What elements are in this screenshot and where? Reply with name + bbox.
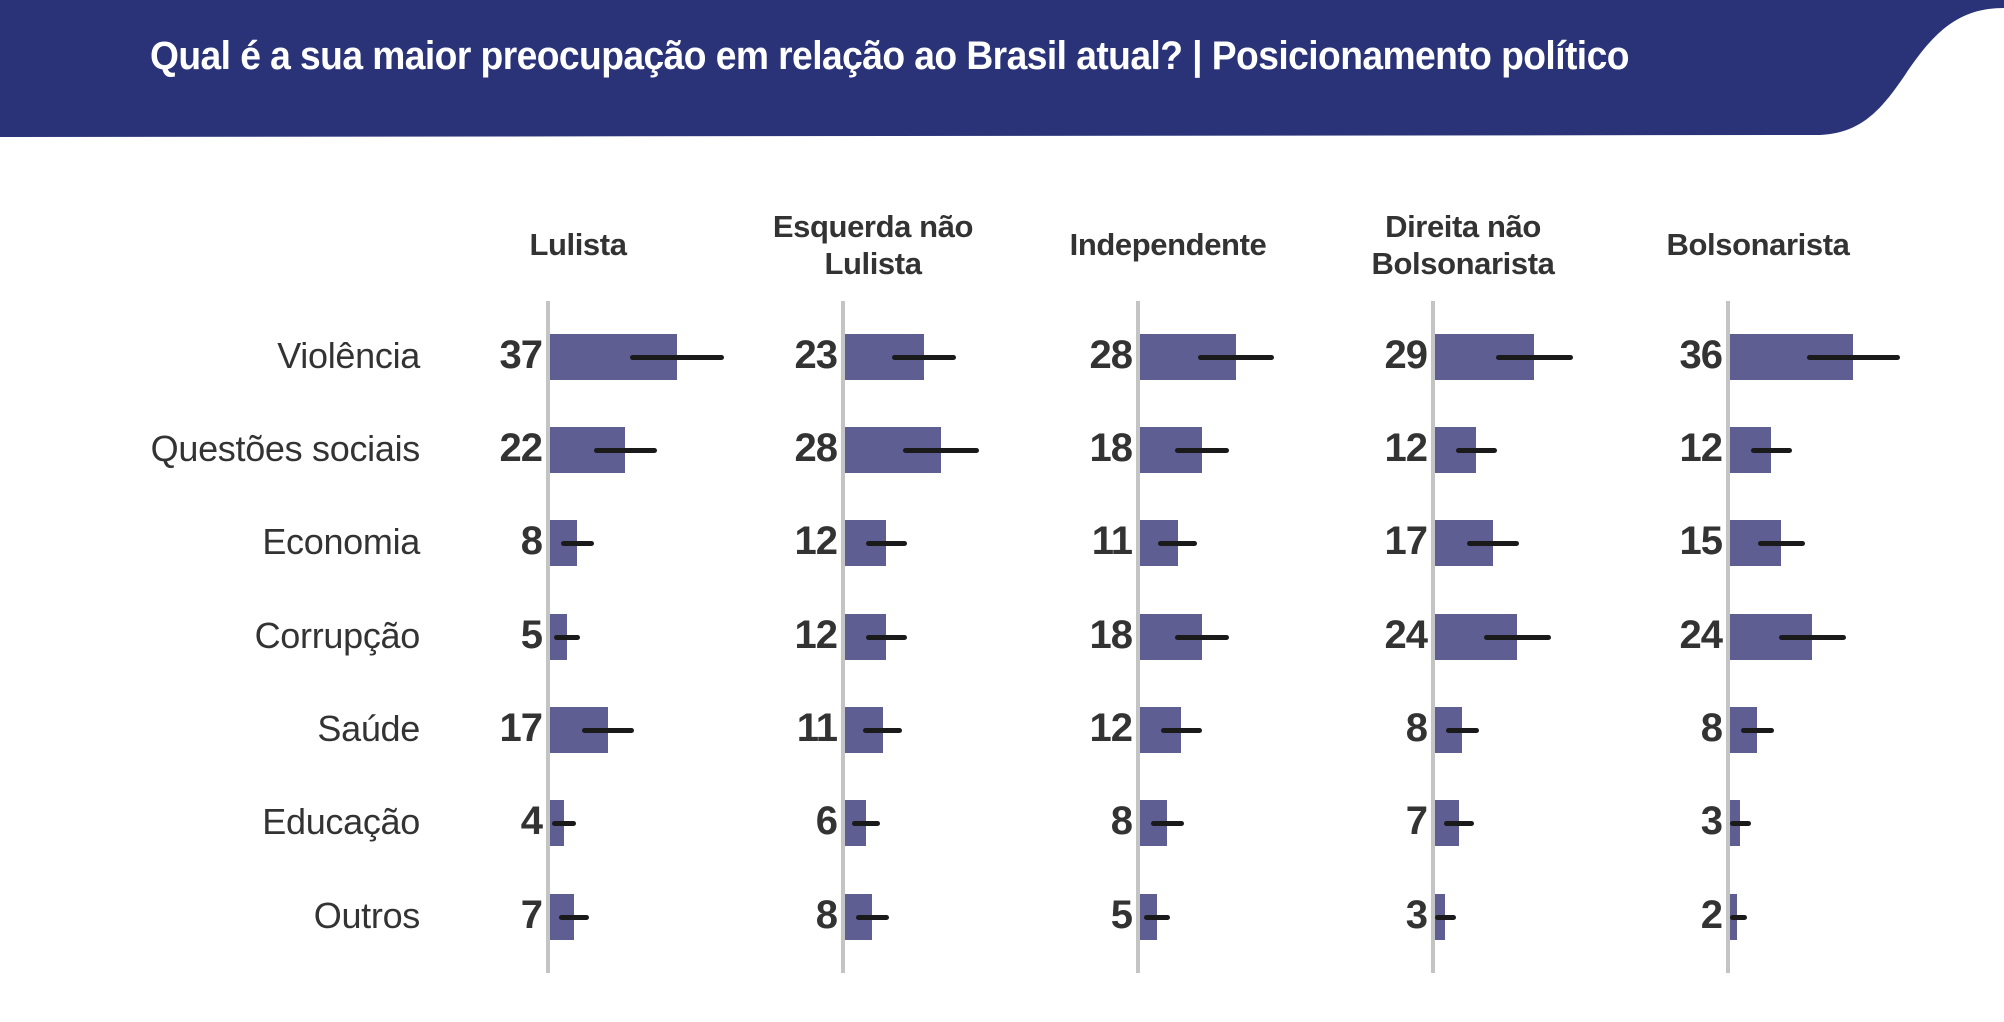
value-label: 5 [1110, 893, 1133, 937]
value-label: 8 [815, 893, 838, 937]
column-header: Lulista [529, 227, 627, 262]
column-header: Independente [1069, 227, 1267, 262]
value-label: 23 [794, 333, 839, 377]
value-label: 7 [520, 893, 543, 937]
category-label: Economia [262, 521, 420, 562]
value-label: 7 [1405, 799, 1428, 843]
error-bar [551, 821, 576, 826]
error-bar [594, 448, 657, 453]
value-label: 8 [520, 519, 543, 563]
value-label: 3 [1700, 799, 1723, 843]
category-label: Outros [313, 895, 421, 936]
error-bar [863, 728, 903, 733]
error-bar [1435, 915, 1457, 920]
value-label: 18 [1089, 613, 1134, 657]
column-header-line: Esquerda não [772, 209, 974, 244]
error-bar [1158, 541, 1198, 546]
error-bar [554, 635, 581, 640]
category-label: Questões sociais [150, 428, 421, 469]
column-header: Direita não Bolsonarista [1333, 208, 1593, 282]
value-label: 36 [1679, 333, 1724, 377]
error-bar [1495, 355, 1574, 360]
value-label: 3 [1405, 893, 1428, 937]
value-label: 12 [794, 519, 839, 563]
error-bar [1778, 635, 1846, 640]
error-bar [1144, 915, 1171, 920]
value-label: 24 [1384, 613, 1429, 657]
error-bar [891, 355, 957, 360]
value-label: 12 [1089, 706, 1134, 750]
value-label: 28 [1089, 333, 1134, 377]
error-bar [1730, 915, 1747, 920]
error-bar [629, 355, 725, 360]
chart-title: Qual é a sua maior preocupação em relaçã… [150, 34, 1629, 78]
value-label: 12 [1384, 426, 1429, 470]
error-bar [1483, 635, 1551, 640]
value-label: 4 [520, 799, 543, 843]
error-bar [1757, 541, 1806, 546]
axis-line [546, 301, 550, 973]
value-label: 37 [499, 333, 544, 377]
value-label: 22 [499, 426, 544, 470]
column-header-line: Direita não [1385, 209, 1541, 244]
category-label: Educação [262, 801, 420, 842]
error-bar [1455, 448, 1497, 453]
error-bar [1750, 448, 1792, 453]
value-label: 15 [1679, 519, 1724, 563]
error-bar [582, 728, 635, 733]
error-bar [1730, 821, 1752, 826]
value-label: 8 [1405, 706, 1428, 750]
error-bar [1174, 635, 1229, 640]
value-label: 2 [1700, 893, 1723, 937]
value-label: 24 [1679, 613, 1724, 657]
axis-line [1726, 301, 1730, 973]
error-bar [903, 448, 979, 453]
value-label: 12 [1679, 426, 1724, 470]
value-label: 28 [794, 426, 839, 470]
column-header-line: Lulista [824, 246, 922, 281]
error-bar [1160, 728, 1202, 733]
error-bar [558, 915, 590, 920]
value-label: 11 [1091, 519, 1133, 563]
value-label: 17 [1384, 519, 1429, 563]
error-bar [1198, 355, 1274, 360]
category-label: Violência [277, 335, 420, 376]
error-bar [1807, 355, 1900, 360]
axis-line [1431, 301, 1435, 973]
header-banner: Qual é a sua maior preocupação em relaçã… [0, 0, 2004, 140]
category-label: Corrupção [254, 615, 421, 656]
error-bar [1174, 448, 1229, 453]
value-label: 8 [1110, 799, 1133, 843]
error-bar [1443, 821, 1475, 826]
column-header: Esquerda não Lulista [743, 208, 1003, 282]
value-label: 29 [1384, 333, 1429, 377]
value-label: 18 [1089, 426, 1134, 470]
error-bar [1446, 728, 1479, 733]
header-wave-shape [0, 0, 2004, 137]
error-bar [1467, 541, 1520, 546]
value-label: 11 [796, 706, 838, 750]
axis-line [841, 301, 845, 973]
error-bar [856, 915, 889, 920]
error-bar [865, 635, 907, 640]
category-label: Saúde [317, 708, 420, 749]
column-header-line: Bolsonarista [1371, 246, 1555, 281]
error-bar [851, 821, 880, 826]
value-label: 8 [1700, 706, 1723, 750]
error-bar [865, 541, 907, 546]
error-bar [1741, 728, 1774, 733]
error-bar [561, 541, 594, 546]
error-bar [1151, 821, 1184, 826]
column-header: Bolsonarista [1666, 227, 1850, 262]
value-label: 5 [520, 613, 543, 657]
value-label: 12 [794, 613, 839, 657]
value-label: 6 [815, 799, 838, 843]
value-label: 17 [499, 706, 544, 750]
axis-line [1136, 301, 1140, 973]
